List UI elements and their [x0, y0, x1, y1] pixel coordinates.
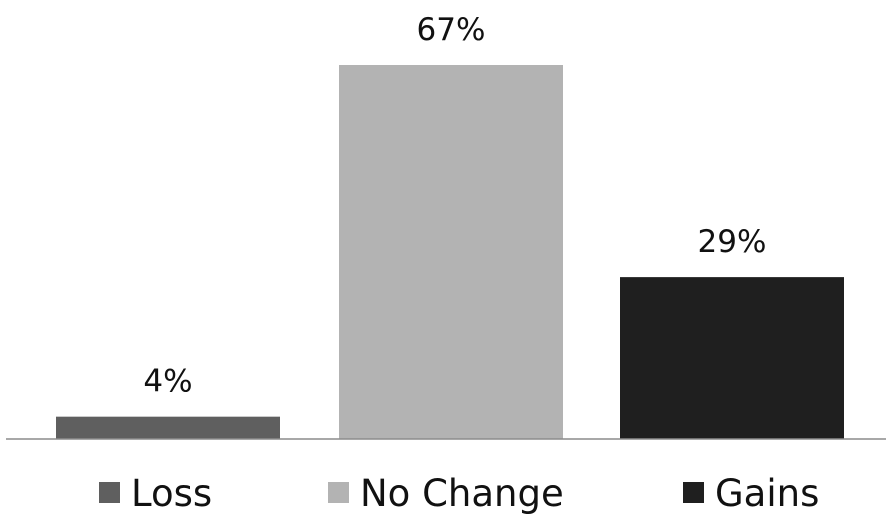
legend-swatch-loss [99, 482, 120, 503]
value-labels-group: 4% 67% 29% [143, 12, 766, 400]
value-label-no-change: 67% [417, 12, 486, 48]
bars-group [56, 65, 844, 439]
value-label-loss: 4% [143, 364, 192, 400]
legend-label-loss: Loss [131, 472, 212, 515]
legend-label-gains: Gains [715, 472, 819, 515]
value-label-gains: 29% [698, 224, 767, 260]
legend-swatch-no-change [328, 482, 349, 503]
legend: Loss No Change Gains [99, 472, 819, 515]
bar-gains [620, 277, 844, 439]
bar-no-change [339, 65, 563, 439]
bar-loss [56, 416, 280, 439]
legend-label-no-change: No Change [360, 472, 564, 515]
legend-swatch-gains [683, 482, 704, 503]
